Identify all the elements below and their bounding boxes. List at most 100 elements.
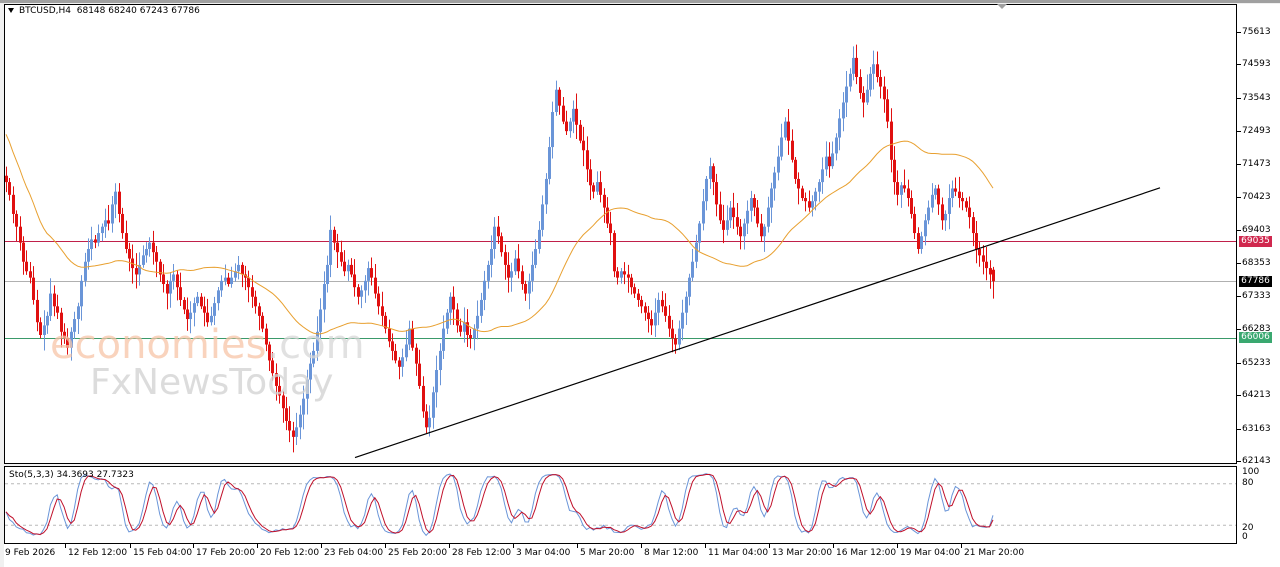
- bear-candle-body: [603, 194, 606, 208]
- bear-candle-body: [36, 299, 39, 323]
- sto-level-80: 80: [1242, 478, 1254, 488]
- support-price-tag: 66006: [1239, 332, 1272, 343]
- bear-candle-body: [258, 306, 261, 316]
- price-tick: [1237, 197, 1241, 199]
- bull-candle-body: [818, 182, 821, 192]
- bull-candle-body: [405, 344, 408, 358]
- bear-candle-body: [732, 207, 735, 218]
- time-label: 13 Mar 20:00: [772, 548, 833, 558]
- bear-candle-body: [985, 261, 988, 269]
- bear-candle-body: [627, 274, 630, 278]
- bull-candle-body: [493, 226, 496, 249]
- price-tick: [1237, 329, 1241, 331]
- bull-candle-body: [835, 137, 838, 154]
- bull-candle-body: [319, 309, 322, 332]
- chart-shift-marker-icon[interactable]: [997, 4, 1007, 9]
- bear-candle-body: [640, 299, 643, 307]
- bull-candle-body: [220, 280, 223, 291]
- sto-level-100: 100: [1242, 467, 1260, 477]
- bull-candle-body: [654, 312, 657, 326]
- price-label: 66283: [1242, 324, 1271, 335]
- price-label: 67333: [1242, 290, 1271, 301]
- bear-candle-body: [982, 255, 985, 262]
- bear-candle-body: [606, 207, 609, 224]
- bear-candle-body: [32, 277, 35, 300]
- price-chart-pane[interactable]: [4, 4, 1237, 464]
- bull-candle-body: [97, 233, 100, 243]
- bear-candle-body: [261, 315, 264, 329]
- stochastic-pane[interactable]: [4, 466, 1237, 544]
- bull-candle-body: [944, 213, 947, 221]
- time-label: 12 Feb 12:00: [68, 548, 128, 558]
- bull-candle-body: [814, 191, 817, 202]
- bull-candle-body: [138, 264, 141, 275]
- bull-candle-body: [866, 89, 869, 103]
- price-tick: [1237, 97, 1241, 99]
- bear-candle-body: [125, 233, 128, 249]
- bear-candle-body: [862, 92, 865, 103]
- collapse-triangle-icon[interactable]: [8, 8, 14, 13]
- bear-candle-body: [954, 188, 957, 192]
- bear-candle-body: [152, 242, 155, 253]
- bear-candle-body: [22, 242, 25, 262]
- price-tick: [1237, 362, 1241, 364]
- price-tick: [1237, 229, 1241, 231]
- time-label: 21 Mar 20:00: [964, 548, 1025, 558]
- bear-candle-body: [179, 287, 182, 300]
- bear-candle-body: [340, 252, 343, 262]
- price-tick: [1237, 263, 1241, 265]
- bear-candle-body: [913, 213, 916, 234]
- price-label: 69403: [1242, 224, 1271, 235]
- bull-candle-body: [487, 264, 490, 281]
- bear-candle-body: [121, 213, 124, 234]
- bull-candle-body: [302, 398, 305, 415]
- price-label: 72493: [1242, 126, 1271, 137]
- bear-candle-body: [586, 150, 589, 170]
- time-label: 25 Feb 20:00: [388, 548, 448, 558]
- bear-candle-body: [855, 57, 858, 78]
- bear-candle-body: [978, 248, 981, 256]
- bear-candle-body: [333, 229, 336, 243]
- sto-level-0: 0: [1242, 532, 1248, 542]
- bull-candle-body: [780, 137, 783, 157]
- ohlc-values: 68148 68240 67243 67786: [76, 6, 200, 16]
- bull-candle-body: [831, 153, 834, 167]
- bear-candle-body: [353, 274, 356, 288]
- bull-candle-body: [838, 118, 841, 138]
- bear-candle-body: [343, 261, 346, 272]
- bear-candle-body: [176, 274, 179, 288]
- bear-candle-body: [876, 64, 879, 78]
- bull-candle-body: [951, 188, 954, 199]
- bear-candle-body: [712, 166, 715, 183]
- bear-candle-body: [247, 277, 250, 288]
- bear-candle-body: [398, 360, 401, 367]
- bull-candle-body: [920, 236, 923, 249]
- bull-candle-body: [678, 328, 681, 345]
- bear-candle-body: [579, 124, 582, 141]
- bull-candle-body: [476, 315, 479, 329]
- price-axis[interactable]: [1237, 4, 1280, 544]
- bear-candle-body: [524, 284, 527, 294]
- bull-candle-body: [237, 264, 240, 272]
- bear-candle-body: [613, 233, 616, 272]
- price-tick: [1237, 163, 1241, 165]
- bull-candle-body: [80, 280, 83, 307]
- time-label: 3 Mar 04:00: [516, 548, 571, 558]
- bear-candle-body: [500, 236, 503, 253]
- bear-candle-body: [497, 226, 500, 237]
- bear-candle-body: [592, 185, 595, 192]
- bear-candle-body: [804, 198, 807, 202]
- bull-candle-body: [101, 226, 104, 234]
- bull-candle-body: [224, 277, 227, 281]
- bull-candle-body: [681, 312, 684, 329]
- bull-candle-body: [934, 188, 937, 195]
- time-axis[interactable]: [4, 544, 1280, 567]
- bull-candle-body: [490, 248, 493, 265]
- bear-candle-body: [941, 204, 944, 221]
- price-label: 65233: [1242, 357, 1271, 368]
- bull-candle-body: [230, 277, 233, 285]
- bear-candle-body: [917, 233, 920, 249]
- bear-candle-body: [715, 182, 718, 205]
- time-label: 28 Feb 12:00: [452, 548, 512, 558]
- watermark-fxnewstoday: FxNewsToday: [90, 362, 334, 403]
